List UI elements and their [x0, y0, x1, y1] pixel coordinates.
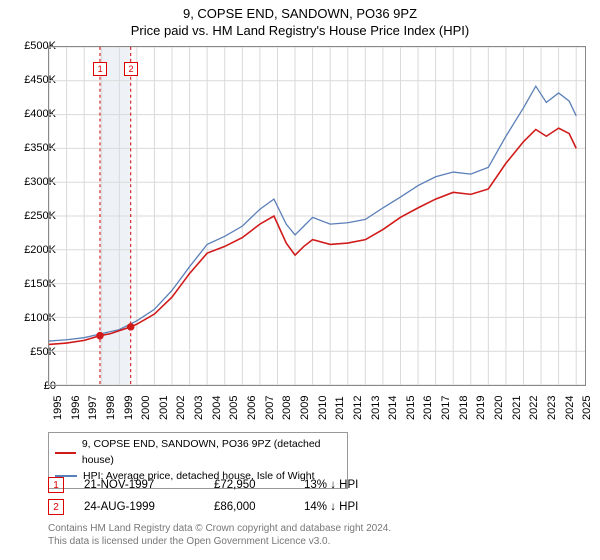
- x-tick-label: 2002: [175, 396, 187, 420]
- x-tick-label: 2015: [405, 396, 417, 420]
- table-row: 2 24-AUG-1999 £86,000 14% ↓ HPI: [48, 496, 404, 518]
- x-tick-label: 2001: [158, 396, 170, 420]
- sales-table: 1 21-NOV-1997 £72,950 13% ↓ HPI 2 24-AUG…: [48, 474, 404, 518]
- x-tick-label: 2022: [528, 396, 540, 420]
- x-tick-label: 2010: [317, 396, 329, 420]
- footer-attribution: Contains HM Land Registry data © Crown c…: [48, 522, 578, 548]
- x-tick-label: 2004: [211, 396, 223, 420]
- sale-date: 24-AUG-1999: [84, 501, 194, 513]
- chart-svg: [49, 47, 585, 385]
- x-tick-label: 2025: [581, 396, 593, 420]
- chart-container: 9, COPSE END, SANDOWN, PO36 9PZ Price pa…: [0, 0, 600, 560]
- chart-marker-badge: 2: [124, 62, 138, 76]
- x-tick-label: 2018: [458, 396, 470, 420]
- x-tick-label: 1997: [87, 396, 99, 420]
- title-address: 9, COPSE END, SANDOWN, PO36 9PZ: [0, 6, 600, 21]
- sale-price: £86,000: [214, 501, 284, 513]
- x-tick-label: 2021: [511, 396, 523, 420]
- x-tick-label: 2024: [564, 396, 576, 420]
- chart-plot-area: 12: [48, 46, 586, 386]
- x-tick-label: 2014: [387, 396, 399, 420]
- legend-label: 9, COPSE END, SANDOWN, PO36 9PZ (detache…: [82, 437, 341, 469]
- x-tick-label: 1995: [52, 396, 64, 420]
- title-subtitle: Price paid vs. HM Land Registry's House …: [0, 23, 600, 38]
- x-tick-label: 2009: [299, 396, 311, 420]
- sale-pct: 14% ↓ HPI: [304, 501, 404, 513]
- footer-line: This data is licensed under the Open Gov…: [48, 535, 578, 548]
- x-tick-label: 2005: [228, 396, 240, 420]
- x-tick-label: 2019: [475, 396, 487, 420]
- x-tick-label: 1996: [70, 396, 82, 420]
- x-tick-label: 2006: [246, 396, 258, 420]
- x-tick-label: 2017: [440, 396, 452, 420]
- chart-marker-badge: 1: [93, 62, 107, 76]
- sale-pct: 13% ↓ HPI: [304, 479, 404, 491]
- x-tick-label: 2023: [546, 396, 558, 420]
- x-tick-label: 2008: [281, 396, 293, 420]
- x-tick-label: 2007: [264, 396, 276, 420]
- x-tick-label: 2020: [493, 396, 505, 420]
- x-tick-label: 1998: [105, 396, 117, 420]
- x-tick-label: 2000: [140, 396, 152, 420]
- x-tick-label: 2012: [352, 396, 364, 420]
- x-tick-label: 2013: [370, 396, 382, 420]
- x-tick-label: 2016: [422, 396, 434, 420]
- legend-row: 9, COPSE END, SANDOWN, PO36 9PZ (detache…: [55, 437, 341, 469]
- x-tick-label: 2003: [193, 396, 205, 420]
- table-row: 1 21-NOV-1997 £72,950 13% ↓ HPI: [48, 474, 404, 496]
- x-tick-label: 1999: [123, 396, 135, 420]
- footer-line: Contains HM Land Registry data © Crown c…: [48, 522, 578, 535]
- title-block: 9, COPSE END, SANDOWN, PO36 9PZ Price pa…: [0, 0, 600, 40]
- sale-date: 21-NOV-1997: [84, 479, 194, 491]
- sale-badge: 1: [48, 477, 64, 493]
- sale-badge: 2: [48, 499, 64, 515]
- legend-swatch: [55, 452, 76, 454]
- sale-price: £72,950: [214, 479, 284, 491]
- x-tick-label: 2011: [334, 396, 346, 420]
